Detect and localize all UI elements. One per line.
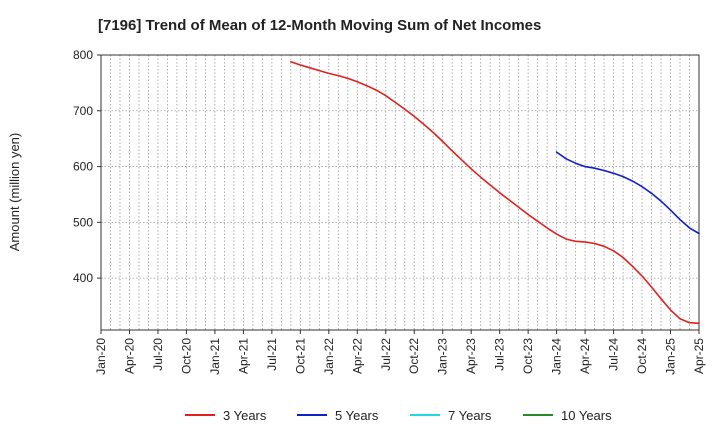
plot-frame: [100, 54, 700, 331]
legend: 3 Years 5 Years 7 Years 10 Years: [185, 408, 612, 423]
chart-title: [7196] Trend of Mean of 12-Month Moving …: [98, 17, 541, 34]
y-tick-label: 400: [73, 271, 93, 285]
series-line-5-years: [555, 151, 700, 235]
legend-label-3-years: 3 Years: [223, 408, 267, 423]
x-tick-label: Apr-21: [236, 338, 250, 374]
x-tick-label: Oct-20: [179, 338, 193, 374]
x-tick-label: Jul-22: [379, 338, 393, 371]
x-tick-label: Jan-23: [436, 338, 450, 375]
x-tick-label: Jul-21: [265, 338, 279, 371]
legend-label-5-years: 5 Years: [335, 408, 379, 423]
x-tick-label: Oct-21: [293, 338, 307, 374]
x-tick-label: Oct-23: [521, 338, 535, 374]
x-tick-label: Apr-24: [578, 338, 592, 374]
x-tick-label: Jul-24: [607, 338, 621, 371]
x-tick-label: Apr-23: [464, 338, 478, 374]
x-tick-label: Jul-20: [151, 338, 165, 371]
x-tick-label: Jul-23: [493, 338, 507, 371]
legend-label-7-years: 7 Years: [448, 408, 492, 423]
x-tick-label: Apr-25: [692, 338, 706, 374]
x-tick-label: Jan-24: [550, 338, 564, 375]
x-tick-label: Jan-20: [94, 338, 108, 375]
x-tick-label: Oct-24: [635, 338, 649, 374]
x-tick-label: Jan-21: [208, 338, 222, 375]
x-tick-label: Apr-20: [122, 338, 136, 374]
y-axis-label: Amount (million yen): [7, 133, 22, 252]
legend-label-10-years: 10 Years: [561, 408, 612, 423]
x-tick-label: Jan-25: [664, 338, 678, 375]
plot-area: 400 500 600 700 800 Jan-20 Apr-20 Jul-20 Oct-20 J…: [73, 48, 706, 375]
y-tick-label: 800: [73, 48, 93, 62]
y-tick-label: 700: [73, 104, 93, 118]
y-tick-label: 500: [73, 215, 93, 229]
x-tick-label: Oct-22: [407, 338, 421, 374]
x-tick-label: Jan-22: [322, 338, 336, 375]
x-tick-label: Apr-22: [350, 338, 364, 374]
series-line-3-years: [290, 60, 700, 325]
y-tick-label: 600: [73, 160, 93, 174]
